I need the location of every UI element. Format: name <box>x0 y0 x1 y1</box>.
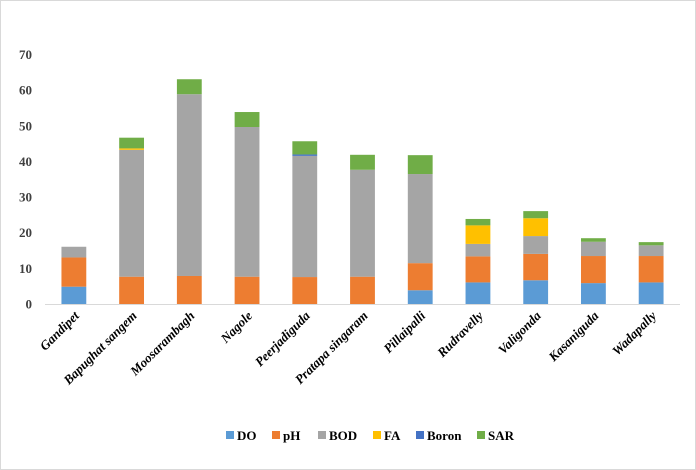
bar-segment-bod <box>176 94 202 276</box>
legend-item: SAR <box>477 428 515 443</box>
x-tick-label: Kasaniguda <box>545 308 602 365</box>
bar-segment-ph <box>350 276 375 305</box>
bar-stack <box>523 211 549 305</box>
legend-swatch <box>318 431 326 439</box>
bar-segment-sar <box>350 154 375 170</box>
bar-segment-bod <box>407 174 433 264</box>
bar-segment-fa <box>465 225 491 244</box>
x-tick-label: Wadapally <box>609 308 659 358</box>
legend-item: pH <box>272 428 300 443</box>
y-tick-label: 30 <box>19 190 32 205</box>
legend-item: BOD <box>318 428 357 443</box>
bar-segment-do <box>638 282 664 305</box>
legend-swatch <box>272 431 280 439</box>
bar-stack <box>119 137 145 305</box>
bar-segment-sar <box>465 218 491 226</box>
bars-area <box>61 79 664 305</box>
bar-segment-sar <box>292 141 318 155</box>
bar-segment-do <box>523 280 549 305</box>
bar-segment-bod <box>523 236 549 254</box>
bar-segment-ph <box>465 256 491 283</box>
bar-segment-fa <box>119 148 145 150</box>
bar-stack <box>638 242 664 305</box>
bar-segment-bod <box>61 246 87 258</box>
bar-segment-ph <box>523 253 549 281</box>
y-tick-label: 0 <box>26 297 33 312</box>
bar-stack <box>350 154 375 305</box>
legend-label: DO <box>237 428 257 443</box>
legend-label: BOD <box>329 428 357 443</box>
bar-stack <box>61 246 87 305</box>
y-tick-label: 20 <box>19 225 32 240</box>
bar-segment-bod <box>465 243 491 257</box>
bar-segment-ph <box>176 275 202 305</box>
bar-segment-do <box>61 286 87 305</box>
x-tick-label: Gandipet <box>37 308 83 354</box>
bar-segment-do <box>407 290 433 305</box>
bar-segment-sar <box>638 242 664 246</box>
bar-segment-ph <box>292 277 318 305</box>
bar-segment-sar <box>407 155 433 175</box>
bar-segment-bod <box>292 155 318 278</box>
legend-label: Boron <box>427 428 462 443</box>
bar-segment-boron <box>292 154 318 156</box>
bar-segment-sar <box>176 79 202 95</box>
x-tick-label: Nagole <box>217 308 256 347</box>
y-tick-label: 60 <box>19 83 32 98</box>
bar-segment-bod <box>580 241 606 257</box>
bar-stack <box>292 141 318 305</box>
legend-label: pH <box>283 428 300 443</box>
bar-stack <box>465 218 491 305</box>
legend-label: SAR <box>488 428 515 443</box>
bar-segment-do <box>580 283 606 305</box>
legend-swatch <box>226 431 234 439</box>
bar-segment-ph <box>234 276 260 305</box>
legend: DO pH BOD FA Boron SAR <box>226 428 515 443</box>
y-tick-label: 70 <box>19 47 32 62</box>
bar-segment-ph <box>580 256 606 284</box>
x-tick-label: Peerjadiguda <box>252 308 314 370</box>
bar-segment-sar <box>523 211 549 219</box>
bar-stack <box>407 155 433 305</box>
bar-segment-bod <box>234 126 260 277</box>
legend-swatch <box>373 431 381 439</box>
legend-item: DO <box>226 428 257 443</box>
bar-segment-bod <box>638 245 664 257</box>
bar-segment-ph <box>61 257 87 287</box>
legend-swatch <box>416 431 424 439</box>
bar-segment-sar <box>580 238 606 242</box>
legend-label: FA <box>384 428 401 443</box>
bar-segment-ph <box>638 256 664 283</box>
y-tick-label: 40 <box>19 154 32 169</box>
bar-segment-sar <box>119 137 145 149</box>
bar-segment-ph <box>407 263 433 291</box>
y-tick-label: 50 <box>19 118 32 133</box>
bar-segment-fa <box>523 218 549 237</box>
legend-swatch <box>477 431 485 439</box>
bar-stack <box>176 79 202 305</box>
bar-segment-sar <box>234 112 260 127</box>
bar-segment-bod <box>119 149 145 277</box>
x-tick-label: Pillaipalli <box>380 308 428 356</box>
x-tick-label: Rudravelly <box>433 308 486 361</box>
bar-segment-do <box>465 282 491 305</box>
bar-stack <box>580 238 606 305</box>
bar-segment-ph <box>119 276 145 305</box>
bar-stack <box>234 112 260 305</box>
legend-item: Boron <box>416 428 462 443</box>
x-tick-label: Valigonda <box>495 308 544 357</box>
y-axis: 0 10 20 30 40 50 60 70 <box>19 47 32 312</box>
legend-item: FA <box>373 428 401 443</box>
bar-segment-bod <box>350 169 375 277</box>
y-tick-label: 10 <box>19 261 32 276</box>
